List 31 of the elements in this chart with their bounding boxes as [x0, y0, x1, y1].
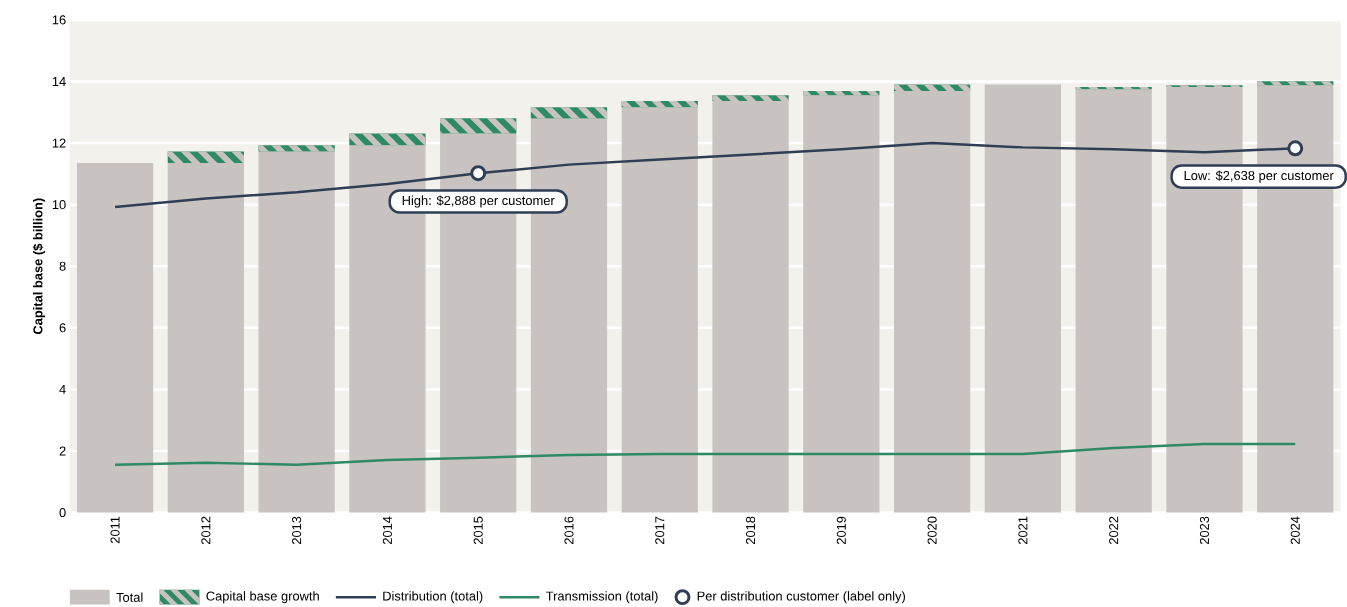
y-tick-label: 16 — [52, 15, 66, 25]
x-tick-label: 2013 — [292, 516, 302, 545]
x-tick-label: 2014 — [382, 516, 392, 545]
y-tick-label: 8 — [59, 261, 66, 271]
y-tick-label: 0 — [59, 507, 66, 518]
x-tick-label: 2021 — [1018, 516, 1028, 545]
x-tick-label: 2020 — [927, 516, 937, 545]
y-tick-label: 10 — [52, 200, 66, 210]
x-tick-label: 2018 — [745, 516, 756, 545]
annotation: Low: $2,638 per customer — [1184, 170, 1334, 183]
y-axis-title: Capital base ($ billion) — [32, 198, 46, 335]
x-tick-label: 2016 — [564, 516, 574, 545]
x-tick-label: 2024 — [1290, 516, 1300, 545]
x-tick-label: 2017 — [655, 516, 665, 545]
annotation: High: $2,888 per customer — [402, 195, 555, 208]
x-tick-label: 2012 — [201, 516, 211, 545]
x-tick-label: 2022 — [1109, 516, 1119, 545]
y-tick-label: 2 — [59, 446, 66, 456]
y-tick-label: 6 — [59, 323, 66, 333]
legend-label: Distribution (total) — [383, 591, 483, 604]
x-tick-label: 2023 — [1199, 516, 1210, 545]
legend-label: Capital base growth — [206, 591, 319, 604]
legend-label: Total — [116, 592, 143, 602]
legend-label: Per distribution customer (label only) — [697, 591, 905, 604]
x-tick-label: 2015 — [473, 516, 483, 545]
x-tick-label: 2019 — [836, 516, 846, 545]
y-tick-label: 12 — [52, 138, 66, 148]
x-tick-label: 2011 — [110, 516, 120, 544]
y-tick-label: 4 — [59, 384, 66, 394]
legend-label: Transmission (total) — [546, 591, 658, 604]
y-tick-label: 14 — [52, 77, 66, 86]
